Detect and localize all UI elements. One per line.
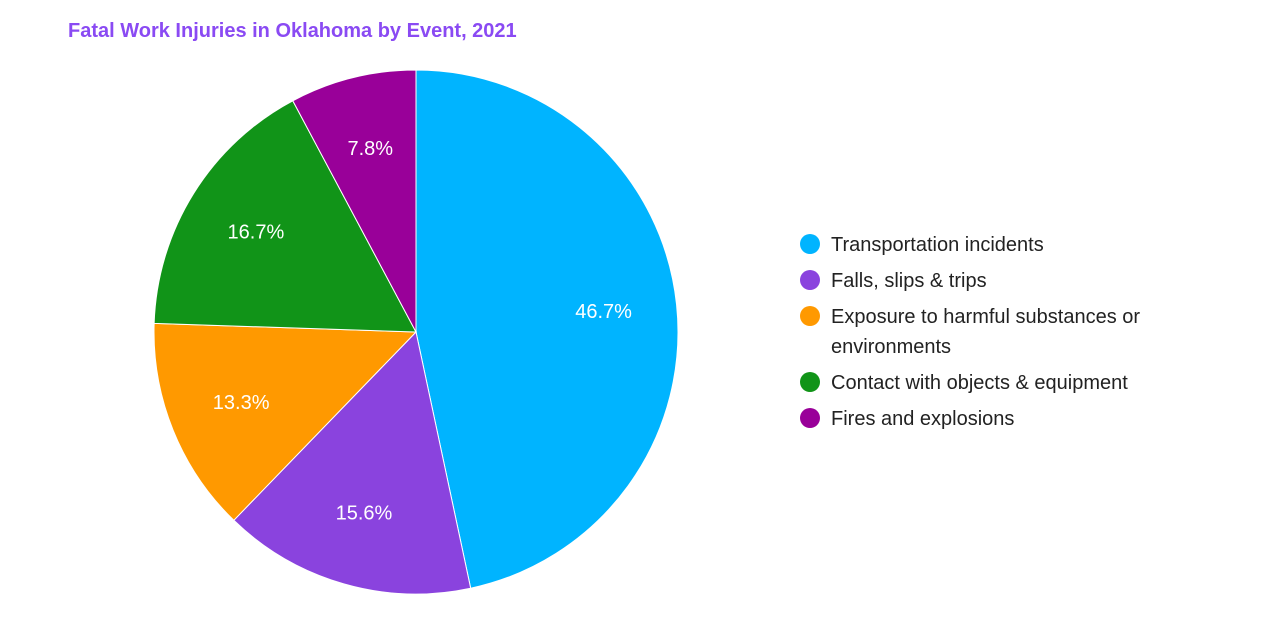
legend-swatch-contact	[800, 372, 820, 392]
chart-title: Fatal Work Injuries in Oklahoma by Event…	[68, 20, 517, 42]
slice-label-falls: 15.6%	[336, 502, 393, 524]
pie-slice-transportation[interactable]	[415, 69, 679, 589]
chart-legend: Transportation incidents Falls, slips & …	[800, 230, 1220, 440]
legend-label-contact: Contact with objects & equipment	[831, 372, 1128, 394]
legend-swatch-fires	[800, 408, 820, 428]
pie-slice-falls[interactable]	[233, 330, 472, 595]
legend-item-exposure[interactable]: Exposure to harmful substances or enviro…	[800, 302, 1220, 362]
pie-slice-contact[interactable]	[153, 100, 417, 333]
pie-slice-fires[interactable]	[292, 69, 417, 333]
slice-label-fires: 7.8%	[347, 138, 393, 160]
legend-item-fires[interactable]: Fires and explosions	[800, 404, 1220, 434]
legend-item-falls[interactable]: Falls, slips & trips	[800, 266, 1220, 296]
slice-label-exposure: 13.3%	[213, 392, 270, 414]
legend-label-exposure: Exposure to harmful substances or enviro…	[831, 306, 1141, 358]
legend-item-transportation[interactable]: Transportation incidents	[800, 230, 1220, 260]
legend-label-transportation: Transportation incidents	[831, 234, 1044, 256]
legend-swatch-falls	[800, 270, 820, 290]
legend-item-contact[interactable]: Contact with objects & equipment	[800, 368, 1220, 398]
legend-swatch-transportation	[800, 234, 820, 254]
slice-label-contact: 16.7%	[228, 221, 285, 243]
legend-swatch-exposure	[800, 306, 820, 326]
legend-label-fires: Fires and explosions	[831, 408, 1015, 430]
pie-slice-exposure[interactable]	[153, 322, 418, 521]
slice-label-transportation: 46.7%	[575, 301, 632, 323]
legend-label-falls: Falls, slips & trips	[831, 270, 987, 292]
